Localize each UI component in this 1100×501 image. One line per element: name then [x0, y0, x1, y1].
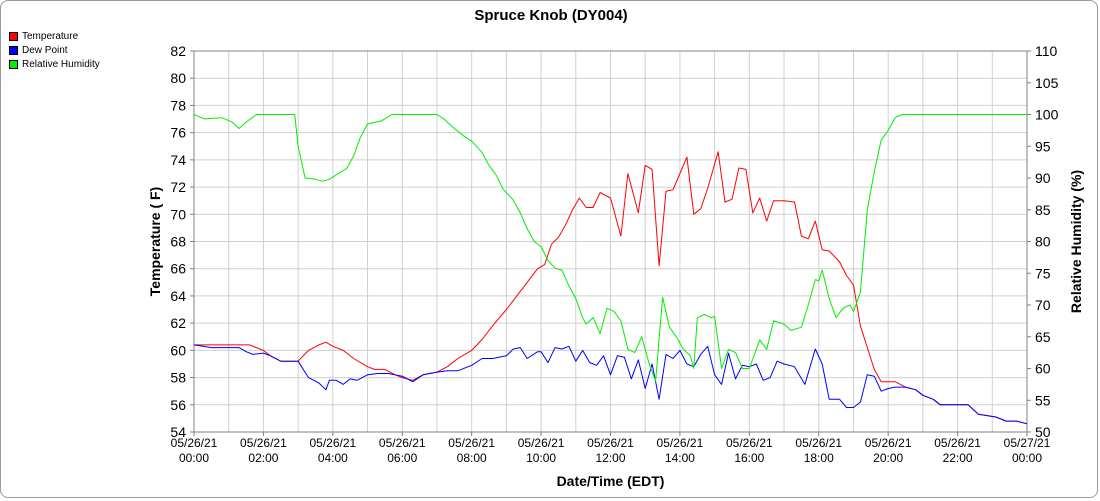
legend-swatch-relative-humidity	[9, 59, 18, 69]
y-tick-label: 74	[170, 152, 186, 168]
x-tick-label-date: 05/26/21	[726, 436, 773, 450]
y2-tick-label: 110	[1035, 43, 1058, 59]
legend-item-relative-humidity: Relative Humidity	[9, 57, 100, 71]
y-tick-label: 62	[170, 315, 186, 331]
x-tick-label-date: 05/26/21	[240, 436, 287, 450]
legend-label-temperature: Temperature	[22, 30, 79, 42]
legend-item-dew-point: Dew Point	[9, 43, 100, 57]
legend-swatch-temperature	[9, 31, 18, 41]
legend: Temperature Dew Point Relative Humidity	[9, 29, 100, 71]
y2-tick-label: 50	[1035, 424, 1051, 440]
y2-tick-label: 90	[1035, 170, 1051, 186]
x-tick-label-time: 06:00	[387, 451, 417, 465]
x-tick-label-time: 16:00	[734, 451, 764, 465]
x-tick-label-date: 05/26/21	[171, 436, 218, 450]
y-tick-label: 72	[170, 179, 186, 195]
x-tick-label-date: 05/26/21	[865, 436, 912, 450]
series-line-temperature	[194, 151, 1028, 425]
y2-tick-label: 75	[1035, 265, 1051, 281]
chart-title: Spruce Knob (DY004)	[474, 7, 627, 24]
y2-tick-label: 95	[1035, 138, 1051, 154]
x-tick-label-time: 04:00	[318, 451, 348, 465]
legend-label-dew-point: Dew Point	[22, 44, 68, 56]
y-tick-label: 78	[170, 97, 186, 113]
x-tick-label-date: 05/26/21	[379, 436, 426, 450]
x-tick-label-date: 05/26/21	[518, 436, 565, 450]
y-tick-label: 66	[170, 261, 186, 277]
x-tick-label-time: 00:00	[1012, 451, 1042, 465]
x-tick-label-date: 05/26/21	[795, 436, 842, 450]
y2-tick-label: 55	[1035, 392, 1051, 408]
x-tick-label-date: 05/26/21	[309, 436, 356, 450]
y2-tick-label: 60	[1035, 361, 1051, 377]
y-tick-label: 70	[170, 206, 186, 222]
y-tick-label: 76	[170, 125, 186, 141]
x-tick-label-time: 00:00	[179, 451, 209, 465]
series-line-dew-point	[193, 344, 1028, 425]
x-tick-label-time: 14:00	[665, 451, 695, 465]
y-tick-label: 56	[170, 397, 186, 413]
legend-label-relative-humidity: Relative Humidity	[22, 58, 100, 70]
y2-tick-label: 65	[1035, 329, 1051, 345]
series-line-relative-humidity	[193, 114, 1027, 382]
x-tick-label-date: 05/26/21	[587, 436, 634, 450]
y-tick-label: 64	[170, 288, 186, 304]
y2-tick-label: 70	[1035, 297, 1051, 313]
y-tick-label: 54	[170, 424, 186, 440]
y2-tick-label: 85	[1035, 202, 1051, 218]
x-tick-label-time: 10:00	[526, 451, 556, 465]
x-tick-label-date: 05/26/21	[934, 436, 981, 450]
legend-swatch-dew-point	[9, 45, 18, 55]
x-tick-label-date: 05/26/21	[448, 436, 495, 450]
x-tick-label-date: 05/26/21	[657, 436, 704, 450]
x-tick-label-time: 22:00	[943, 451, 973, 465]
y-tick-label: 68	[170, 234, 186, 250]
legend-item-temperature: Temperature	[9, 29, 100, 43]
y-axis-label: Temperature ( F)	[147, 187, 163, 296]
x-tick-label-time: 18:00	[804, 451, 834, 465]
x-tick-label-date: 05/27/21	[1004, 436, 1051, 450]
y-tick-label: 82	[170, 43, 186, 59]
x-tick-label-time: 20:00	[873, 451, 903, 465]
x-axis-label: Date/Time (EDT)	[557, 473, 665, 489]
y-tick-label: 58	[170, 370, 186, 386]
x-tick-label-time: 08:00	[457, 451, 487, 465]
y2-axis-label: Relative Humidity (%)	[1068, 170, 1084, 313]
y2-tick-label: 105	[1035, 75, 1059, 91]
y-tick-label: 80	[170, 70, 186, 86]
x-tick-label-time: 02:00	[248, 451, 278, 465]
y2-tick-label: 100	[1035, 107, 1059, 123]
y-tick-label: 60	[170, 342, 186, 358]
y2-tick-label: 80	[1035, 234, 1051, 250]
x-tick-label-time: 12:00	[595, 451, 625, 465]
